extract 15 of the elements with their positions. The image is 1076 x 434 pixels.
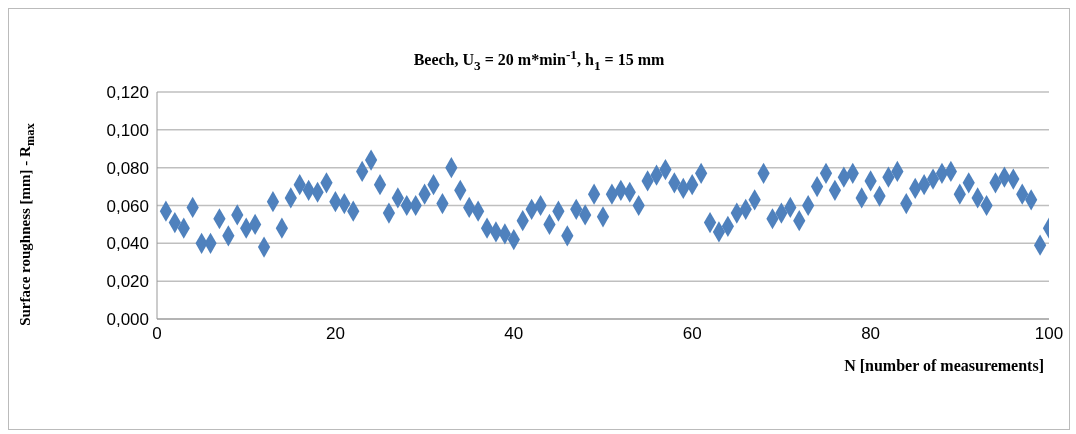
x-tick-label: 100 [1034, 324, 1064, 344]
x-tick-label: 40 [504, 324, 524, 344]
x-tick-label: 20 [325, 324, 345, 344]
y-tick-label: 0,020 [106, 272, 149, 292]
y-tick-label: 0,060 [106, 196, 149, 216]
x-tick-label: 80 [861, 324, 881, 344]
y-tick-label: 0,120 [106, 83, 149, 103]
x-tick-label: 0 [152, 324, 162, 344]
x-tick-label: 60 [682, 324, 702, 344]
y-tick-label: 0,000 [106, 310, 149, 330]
y-tick-label: 0,100 [106, 120, 149, 140]
y-tick-label: 0,080 [106, 158, 149, 178]
chart-title: Beech, U$_{3}$ = 20 m*min$^{-1}$, h$_{1}$ = 15 mm [412, 47, 666, 74]
y-tick-label: 0,040 [106, 234, 149, 254]
x-axis-title: N [number of measurements] [844, 357, 1044, 375]
